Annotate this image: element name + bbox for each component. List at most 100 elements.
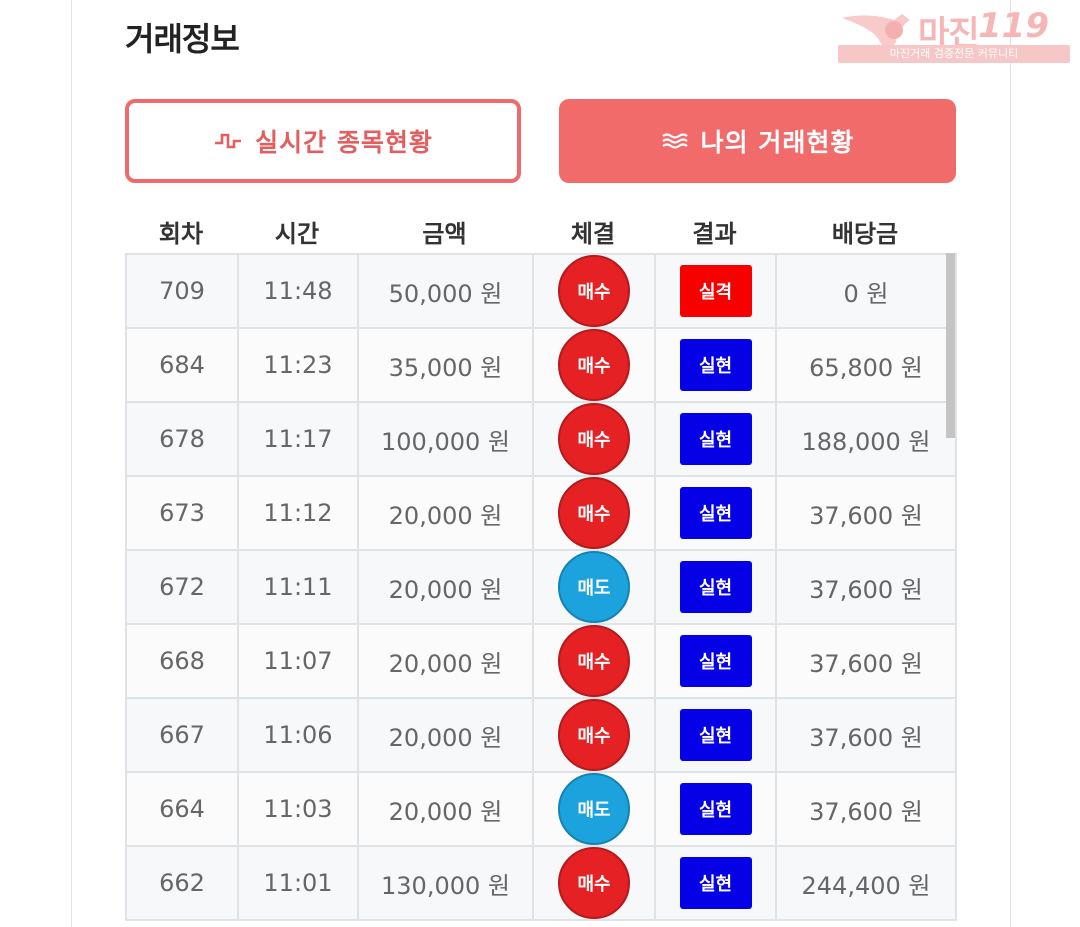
- fill-cell: 매수: [532, 401, 656, 477]
- pulse-icon: [213, 129, 243, 153]
- round-cell: 664: [125, 771, 239, 847]
- result-success-badge: 실현: [679, 487, 752, 539]
- result-cell: 실현: [654, 327, 777, 403]
- header-amount: 금액: [422, 220, 467, 248]
- fill-cell: 매수: [532, 253, 656, 329]
- fill-cell: 매수: [532, 475, 656, 551]
- table-row: 678 11:17 100,000 원 매수 실현 188,000 원: [125, 401, 957, 477]
- my-trade-button[interactable]: 나의 거래현황: [559, 99, 956, 183]
- my-trade-label: 나의 거래현황: [700, 128, 855, 157]
- time-cell: 11:11: [237, 549, 359, 625]
- amount-cell: 50,000 원: [357, 253, 534, 329]
- table-row: 664 11:03 20,000 원 매도 실현 37,600 원: [125, 771, 957, 847]
- result-success-badge: 실현: [679, 857, 752, 909]
- round-cell: 667: [125, 697, 239, 773]
- amount-cell: 100,000 원: [357, 401, 534, 477]
- round-cell: 709: [125, 253, 239, 329]
- fill-cell: 매수: [532, 623, 656, 699]
- time-cell: 11:48: [237, 253, 359, 329]
- payout-cell: 37,600 원: [775, 475, 957, 551]
- table-row: 672 11:11 20,000 원 매도 실현 37,600 원: [125, 549, 957, 625]
- time-cell: 11:07: [237, 623, 359, 699]
- header-time: 시간: [274, 220, 320, 248]
- result-success-badge: 실현: [679, 783, 752, 835]
- result-cell: 실현: [654, 475, 777, 551]
- fill-cell: 매도: [532, 549, 656, 625]
- fill-cell: 매수: [532, 697, 656, 773]
- result-success-badge: 실현: [679, 413, 752, 465]
- sell-badge: 매도: [558, 773, 630, 845]
- amount-cell: 20,000 원: [357, 475, 534, 551]
- result-success-badge: 실현: [679, 709, 752, 761]
- result-success-badge: 실현: [679, 561, 752, 613]
- round-cell: 662: [125, 845, 239, 921]
- round-cell: 678: [125, 401, 239, 477]
- eagle-emblem-icon: [842, 14, 910, 52]
- table-row: 667 11:06 20,000 원 매수 실현 37,600 원: [125, 697, 957, 773]
- round-cell: 684: [125, 327, 239, 403]
- result-success-badge: 실현: [679, 339, 752, 391]
- buy-badge: 매수: [558, 477, 630, 549]
- time-cell: 11:12: [237, 475, 359, 551]
- amount-cell: 20,000 원: [357, 549, 534, 625]
- buy-badge: 매수: [558, 403, 630, 475]
- header-payout: 배당금: [831, 220, 899, 248]
- fill-cell: 매수: [532, 845, 656, 921]
- payout-cell: 37,600 원: [775, 697, 957, 773]
- fill-cell: 매수: [532, 327, 656, 403]
- sell-badge: 매도: [558, 551, 630, 623]
- payout-cell: 0 원: [775, 253, 957, 329]
- amount-cell: 20,000 원: [357, 771, 534, 847]
- buy-badge: 매수: [558, 625, 630, 697]
- result-cell: 실현: [654, 401, 777, 477]
- realtime-stock-button[interactable]: 실시간 종목현황: [125, 99, 521, 183]
- realtime-stock-label: 실시간 종목현황: [255, 128, 433, 157]
- waves-icon: [661, 130, 689, 152]
- result-fail-badge: 실격: [679, 265, 752, 317]
- result-cell: 실현: [654, 549, 777, 625]
- amount-cell: 20,000 원: [357, 623, 534, 699]
- watermark-number: 119: [978, 6, 1049, 46]
- amount-cell: 130,000 원: [357, 845, 534, 921]
- round-cell: 672: [125, 549, 239, 625]
- buy-badge: 매수: [558, 255, 630, 327]
- payout-cell: 244,400 원: [775, 845, 957, 921]
- buy-badge: 매수: [558, 847, 630, 919]
- time-cell: 11:03: [237, 771, 359, 847]
- table-row: 668 11:07 20,000 원 매수 실현 37,600 원: [125, 623, 957, 699]
- amount-cell: 20,000 원: [357, 697, 534, 773]
- payout-cell: 188,000 원: [775, 401, 957, 477]
- table-row: 709 11:48 50,000 원 매수 실격 0 원: [125, 253, 957, 329]
- round-cell: 668: [125, 623, 239, 699]
- amount-cell: 35,000 원: [357, 327, 534, 403]
- result-cell: 실현: [654, 845, 777, 921]
- time-cell: 11:17: [237, 401, 359, 477]
- time-cell: 11:01: [237, 845, 359, 921]
- payout-cell: 65,800 원: [775, 327, 957, 403]
- round-cell: 673: [125, 475, 239, 551]
- result-success-badge: 실현: [679, 635, 752, 687]
- fill-cell: 매도: [532, 771, 656, 847]
- table-row: 673 11:12 20,000 원 매수 실현 37,600 원: [125, 475, 957, 551]
- table-row: 684 11:23 35,000 원 매수 실현 65,800 원: [125, 327, 957, 403]
- time-cell: 11:06: [237, 697, 359, 773]
- payout-cell: 37,600 원: [775, 771, 957, 847]
- header-round: 회차: [158, 220, 204, 248]
- buy-badge: 매수: [558, 329, 630, 401]
- time-cell: 11:23: [237, 327, 359, 403]
- page-title: 거래정보: [125, 20, 240, 58]
- buy-badge: 매수: [558, 699, 630, 771]
- table-header: 회차 시간 금액 체결 결과 배당금: [125, 210, 955, 254]
- table-row: 662 11:01 130,000 원 매수 실현 244,400 원: [125, 845, 957, 921]
- header-result: 결과: [692, 220, 737, 248]
- result-cell: 실현: [654, 697, 777, 773]
- result-cell: 실현: [654, 771, 777, 847]
- payout-cell: 37,600 원: [775, 549, 957, 625]
- header-fill: 체결: [570, 220, 616, 248]
- result-cell: 실현: [654, 623, 777, 699]
- watermark-subtitle: 마진거래 검증전문 커뮤니티: [838, 45, 1070, 63]
- table-scrollbar[interactable]: [946, 253, 955, 438]
- payout-cell: 37,600 원: [775, 623, 957, 699]
- result-cell: 실격: [654, 253, 777, 329]
